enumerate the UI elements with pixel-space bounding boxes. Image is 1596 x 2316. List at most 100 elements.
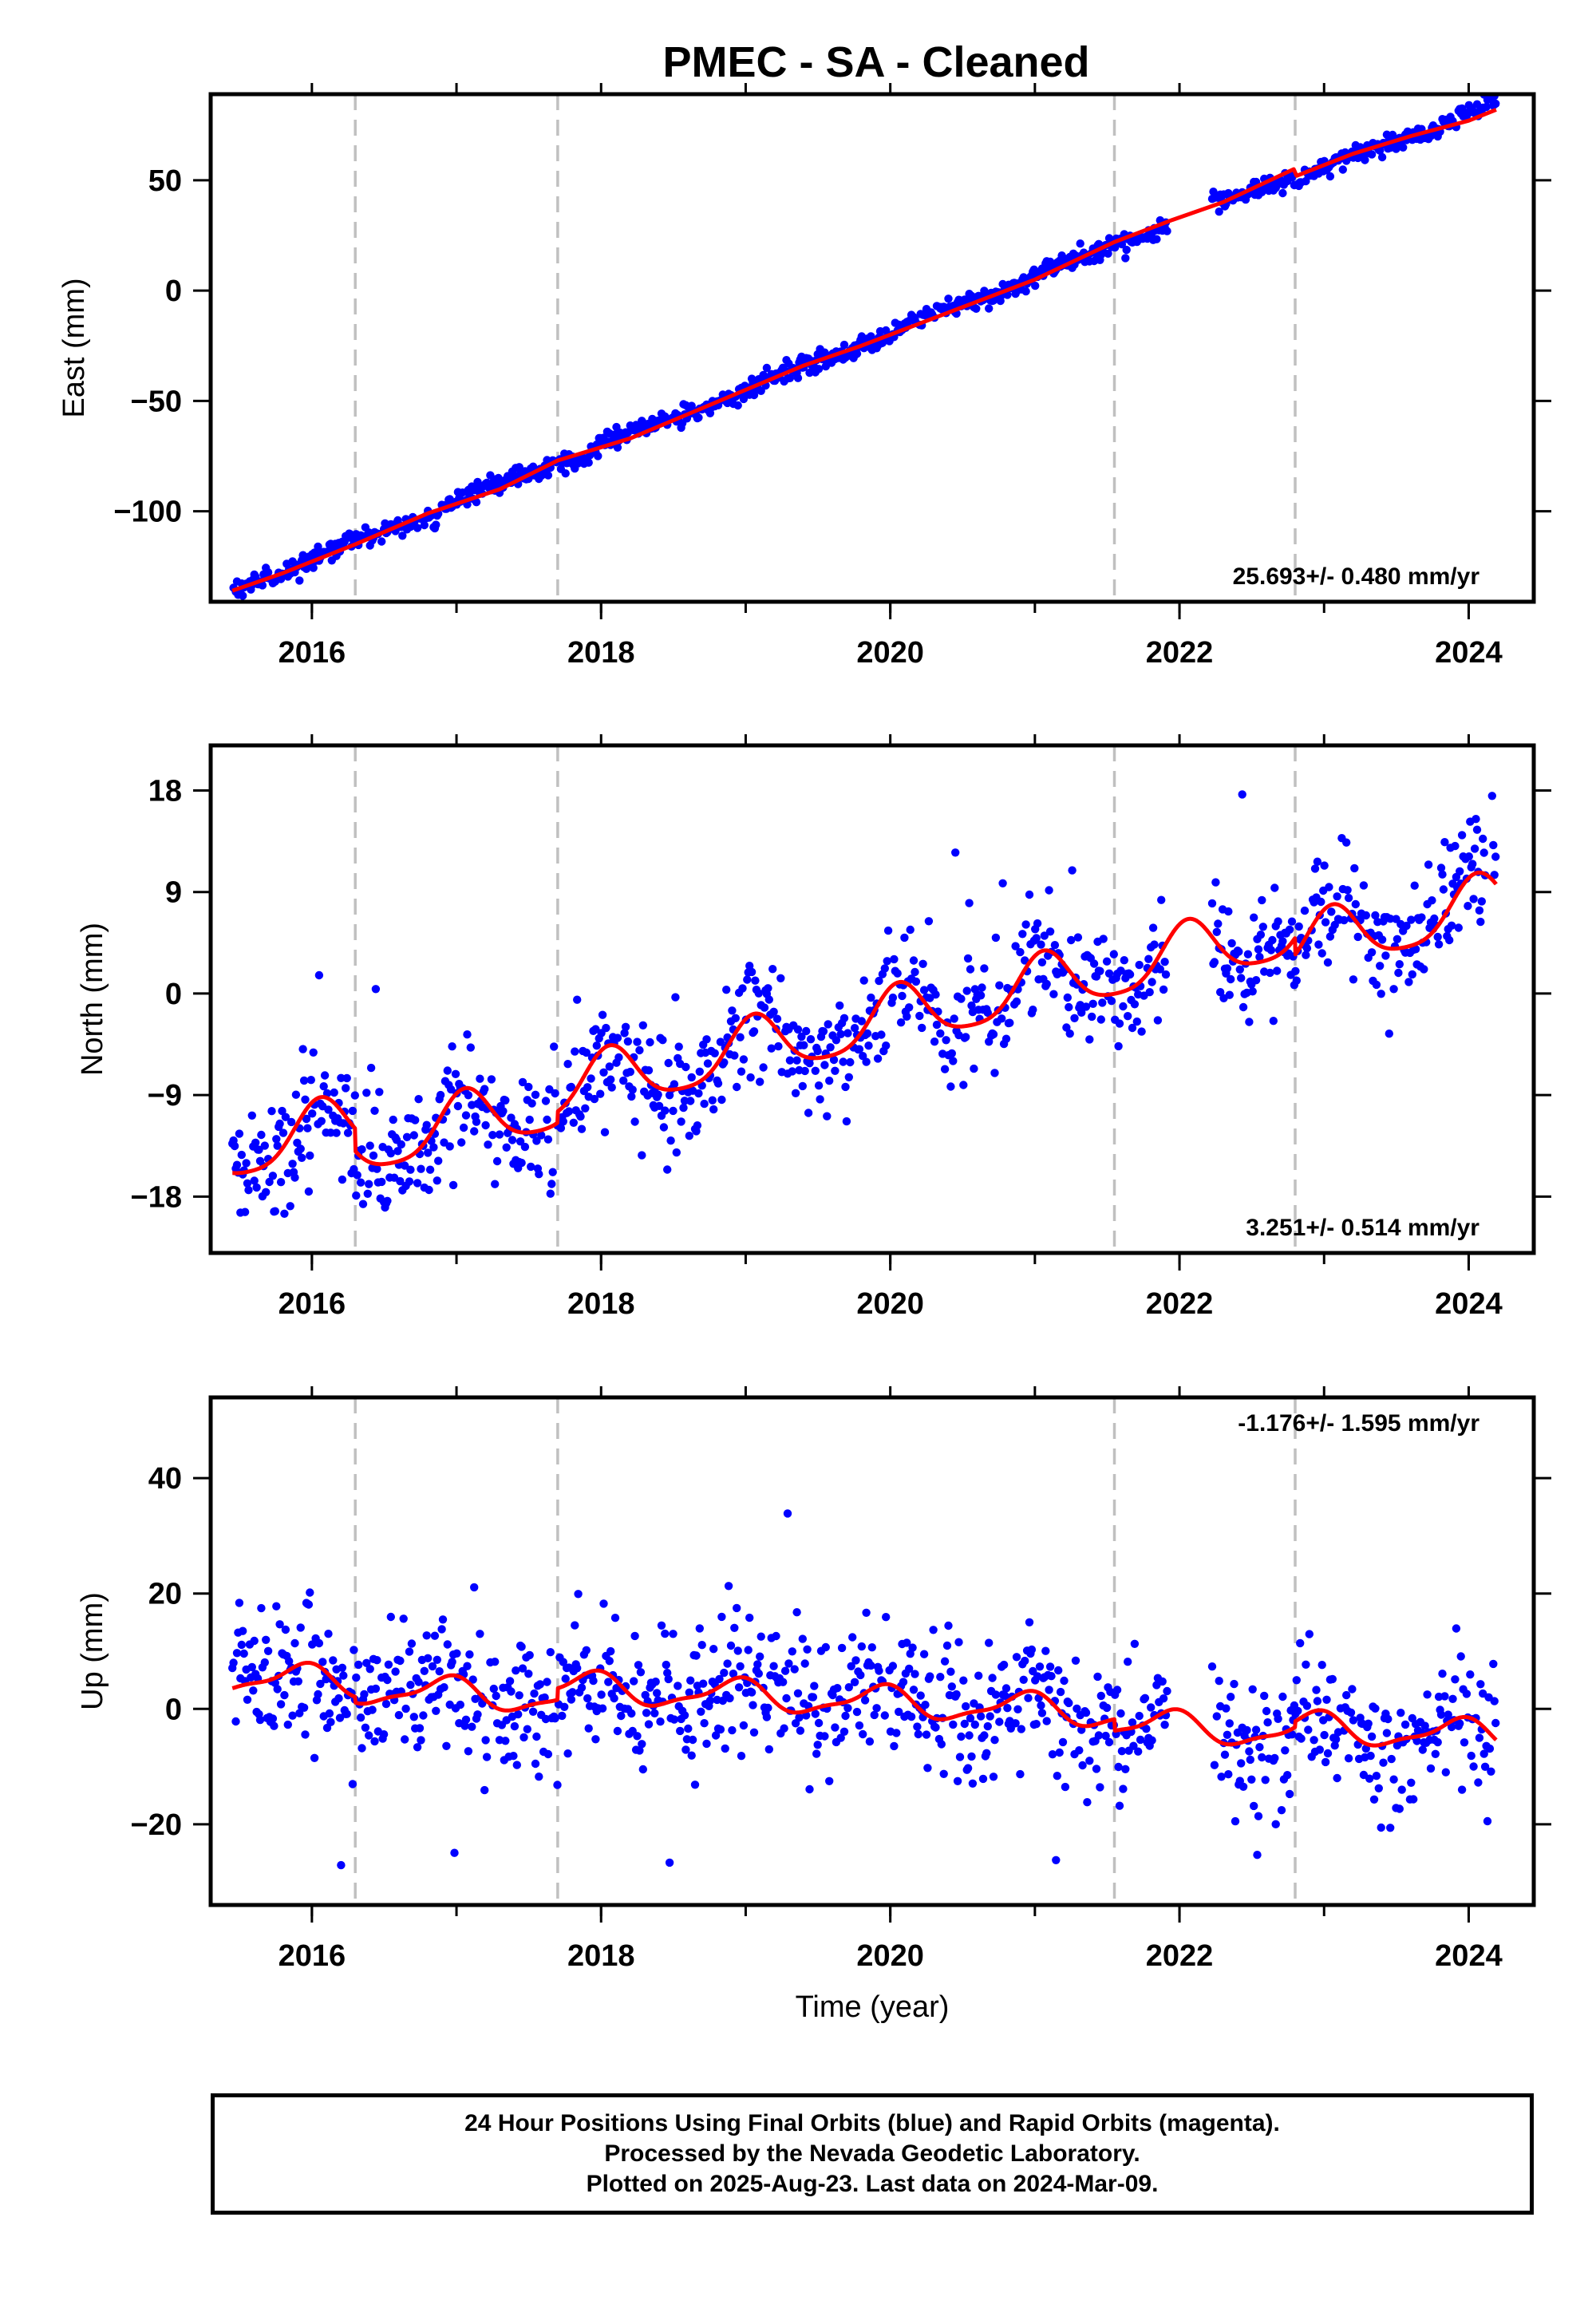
data-point [1310,864,1320,873]
data-point [1076,239,1084,248]
data-point [1096,966,1104,976]
data-point [314,970,324,980]
data-point [1387,1754,1396,1764]
data-point [1251,1725,1261,1734]
data-point [597,1690,606,1699]
data-point [424,1148,433,1157]
data-point [594,452,602,460]
data-point [1404,978,1413,986]
data-point [859,1729,867,1739]
data-point [1436,1710,1446,1719]
data-point [235,1129,244,1138]
data-point [802,1026,811,1036]
data-point [1285,925,1294,935]
data-point [1367,948,1377,957]
data-point [546,1189,555,1198]
data-point [1225,990,1235,999]
data-point [308,1109,317,1118]
data-point [743,975,752,984]
data-point [547,1180,556,1188]
data-point [243,1179,252,1188]
data-point [1073,1704,1081,1713]
north-panel: 2016 2018 2020 2022 2024 −18 −9 0 9 18 North (mm) 3… [76,734,1551,1321]
data-point [694,1089,703,1098]
data-point [1254,1812,1263,1820]
data-point [814,1718,824,1728]
data-point [1469,1762,1478,1771]
data-point [299,1703,309,1712]
data-point [1317,897,1325,907]
data-point [1468,860,1477,868]
data-point [517,1158,526,1168]
data-point [1207,899,1217,908]
data-point [903,1012,911,1022]
footer-line-2: Processed by the Nevada Geodetic Laborat… [604,2140,1140,2167]
data-point [1474,1778,1483,1787]
data-point [573,1664,582,1673]
data-point [291,1090,301,1099]
data-point [733,1646,742,1655]
data-point [548,1168,557,1176]
data-point [757,1632,765,1641]
data-point [1292,1676,1302,1685]
data-point [1245,1018,1254,1026]
data-point [1491,852,1500,861]
data-point [324,1105,333,1114]
data-point [798,1634,807,1643]
data-point [255,1715,265,1725]
data-point [528,462,538,471]
data-point [664,1674,673,1684]
data-point [365,1180,373,1188]
data-point [1315,1745,1325,1754]
data-point [524,1082,533,1092]
data-point [1078,1761,1087,1770]
data-point [636,1668,646,1677]
data-point [310,1753,319,1762]
data-point [551,1089,559,1098]
data-point [604,1678,613,1686]
data-point [1211,878,1220,887]
data-point [1096,1015,1106,1024]
data-point [1310,1736,1318,1745]
data-point [583,1694,592,1703]
data-point [464,1747,473,1756]
data-point [343,1128,353,1137]
data-point [1366,1751,1375,1761]
data-point [909,956,918,965]
footer-line-3: Plotted on 2025-Aug-23. Last data on 202… [586,2171,1159,2197]
data-point [1393,935,1402,944]
data-point [1367,1732,1377,1741]
rate-label: -1.176+/- 1.595 mm/yr [1238,1410,1479,1437]
data-point [1394,968,1403,978]
data-point [932,1020,942,1030]
data-point [1250,1801,1258,1811]
data-point [531,1090,540,1100]
data-point [491,1658,500,1666]
data-point [1119,1784,1128,1793]
data-point [760,1003,769,1012]
data-point [769,1007,778,1017]
data-point [1037,940,1045,949]
data-point [749,1701,757,1709]
data-point [1161,970,1171,979]
data-point [422,1120,431,1129]
data-point [1092,1765,1101,1773]
data-point [626,1067,634,1077]
data-point [880,964,890,973]
data-point [959,1676,968,1685]
data-point [543,471,553,480]
data-point [1457,831,1467,840]
data-point [306,1076,315,1085]
data-point [599,1068,608,1077]
data-point [550,1042,559,1051]
data-point [270,1721,279,1730]
data-point [990,1736,999,1745]
data-point [688,1735,697,1745]
data-point [1031,281,1040,290]
data-point [638,1021,647,1030]
data-point [724,1582,733,1591]
data-point [399,1614,408,1623]
data-point [980,1731,989,1740]
data-point [808,1693,818,1701]
data-point [386,1612,395,1622]
